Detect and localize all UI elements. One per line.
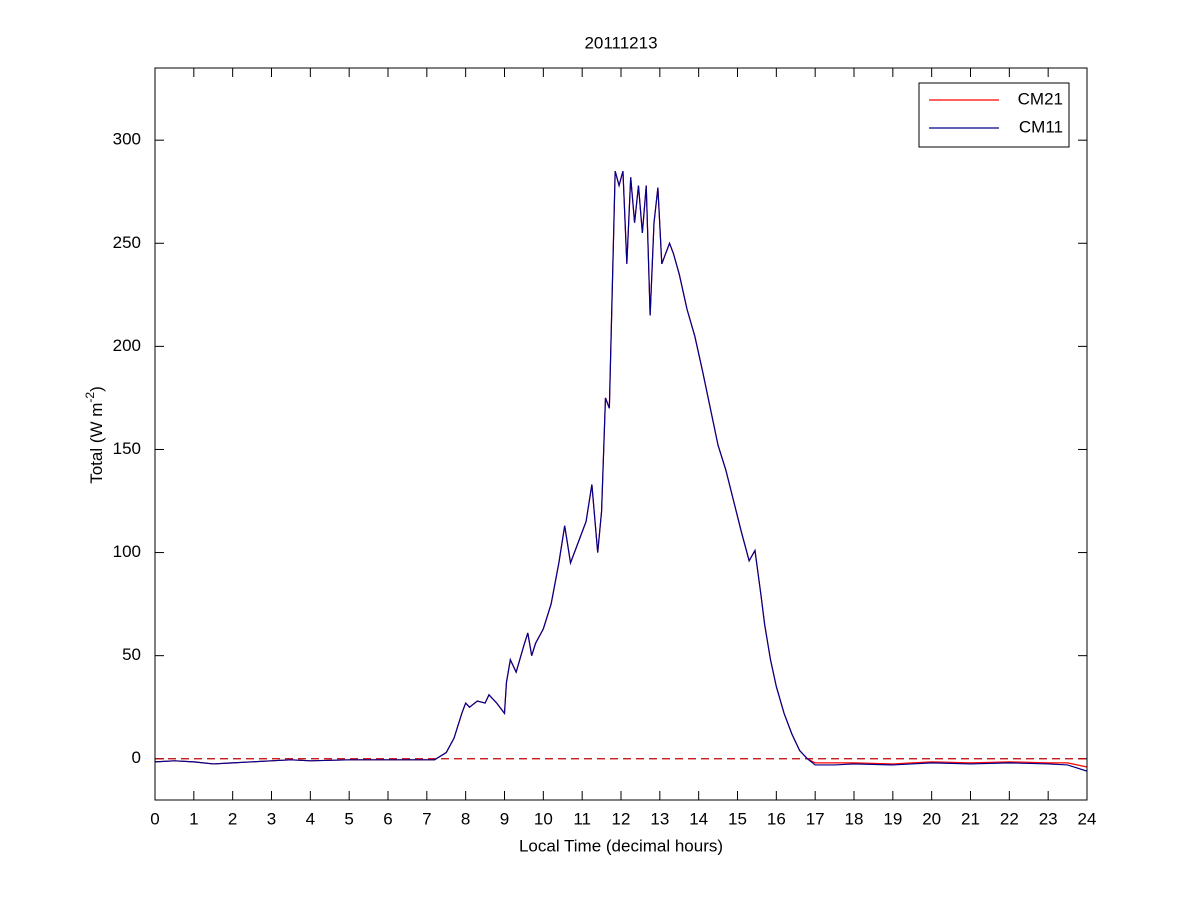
y-axis-label: Total (W m-2) — [83, 386, 106, 484]
y-axis-label-end: ) — [87, 386, 106, 392]
y-tick-label: 0 — [132, 748, 141, 767]
chart-title: 20111213 — [584, 33, 657, 52]
x-tick-label: 21 — [961, 809, 980, 828]
x-tick-label: 20 — [922, 809, 941, 828]
x-tick-label: 18 — [845, 809, 864, 828]
y-tick-label: 150 — [113, 439, 141, 458]
y-tick-label: 250 — [113, 233, 141, 252]
x-tick-label: 6 — [383, 809, 392, 828]
x-tick-label: 22 — [1000, 809, 1019, 828]
x-tick-label: 13 — [650, 809, 669, 828]
x-tick-label: 7 — [422, 809, 431, 828]
x-tick-label: 3 — [267, 809, 276, 828]
y-axis-label-text: Total (W m — [87, 403, 106, 484]
x-tick-label: 24 — [1078, 809, 1097, 828]
x-tick-label: 11 — [573, 809, 591, 828]
y-tick-label: 300 — [113, 130, 141, 149]
y-tick-label: 200 — [113, 336, 141, 355]
x-axis-label: Local Time (decimal hours) — [519, 836, 723, 855]
x-tick-label: 16 — [767, 809, 786, 828]
x-tick-label: 9 — [500, 809, 509, 828]
x-tick-label: 5 — [344, 809, 353, 828]
legend-box — [918, 82, 1070, 148]
legend-label: CM21 — [1018, 89, 1063, 108]
y-axis-label-sup: -2 — [83, 392, 97, 403]
x-tick-label: 19 — [883, 809, 902, 828]
x-tick-label: 2 — [228, 809, 237, 828]
x-tick-label: 1 — [189, 809, 198, 828]
x-tick-label: 12 — [612, 809, 631, 828]
plot-frame — [154, 67, 1088, 801]
y-tick-label: 50 — [122, 645, 141, 664]
x-tick-label: 10 — [534, 809, 553, 828]
x-tick-label: 15 — [728, 809, 747, 828]
x-tick-label: 14 — [689, 809, 708, 828]
x-tick-label: 17 — [806, 809, 825, 828]
y-tick-label: 100 — [113, 542, 141, 561]
legend-label: CM11 — [1019, 117, 1063, 136]
series-line — [154, 170, 1088, 772]
x-tick-label: 0 — [150, 809, 159, 828]
x-tick-label: 4 — [306, 809, 315, 828]
x-tick-label: 23 — [1039, 809, 1058, 828]
x-tick-label: 8 — [461, 809, 470, 828]
